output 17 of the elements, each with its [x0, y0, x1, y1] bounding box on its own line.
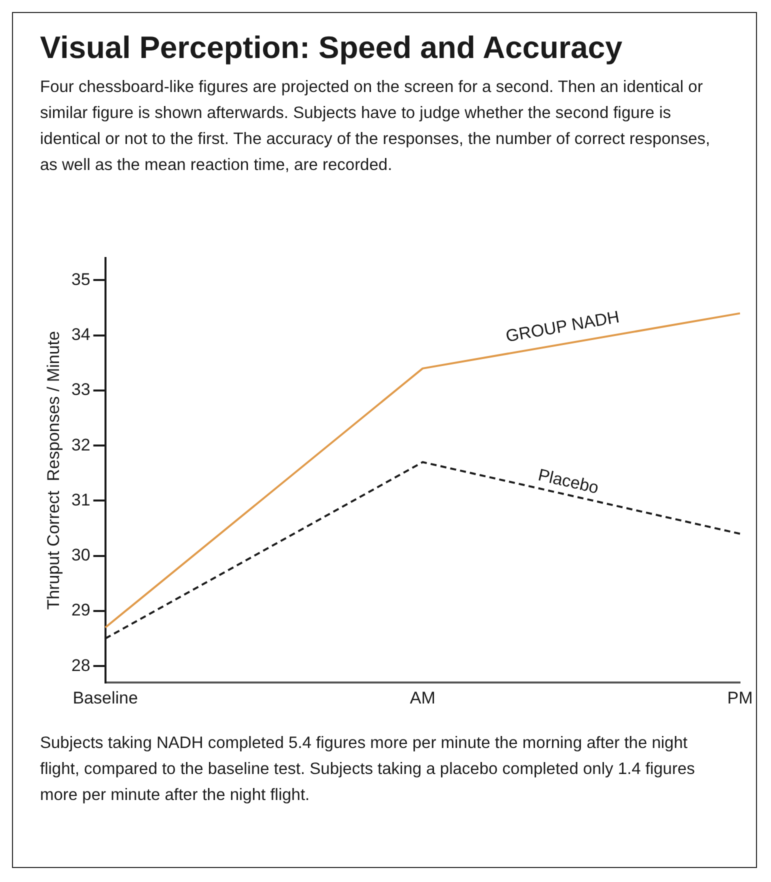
text: GROUP NADH: [504, 307, 621, 346]
x-tick-label: Baseline: [72, 688, 138, 708]
y-tick-label: 35: [71, 270, 90, 289]
text: Subjects taking NADH completed 5.4 figures more per minute the morning after the night flight, compared to the baseline test. Subjects taking a placebo completed only 1.4 figures more per minute after the night flight.: [40, 733, 696, 806]
chart-subtitle: Four chessboard-like figures are projected on the screen for a second. Then an identical or similar figure is shown afterwards. Subjects have to judge whether the second figure is identical or not to the first. The accuracy of the responses, the number of correct responses, as well as the mean reaction time, are recorded.: [40, 77, 712, 176]
y-tick-label: 28: [71, 656, 90, 675]
text: Placebo: [536, 465, 600, 498]
y-tick-label: 33: [71, 380, 90, 400]
y-tick-label: 32: [71, 435, 90, 454]
y-tick-label: 34: [71, 325, 90, 344]
x-tick-label: PM: [727, 688, 753, 708]
chart-title: Visual Perception: Speed and Accuracy: [40, 30, 622, 66]
y-tick-label: 29: [71, 600, 90, 620]
y-tick-label: 30: [71, 546, 90, 565]
x-tick-label: AM: [410, 688, 436, 708]
y-tick-label: 31: [71, 490, 90, 510]
y-axis-title: Thruput Correct Responses / Minute: [44, 331, 63, 610]
